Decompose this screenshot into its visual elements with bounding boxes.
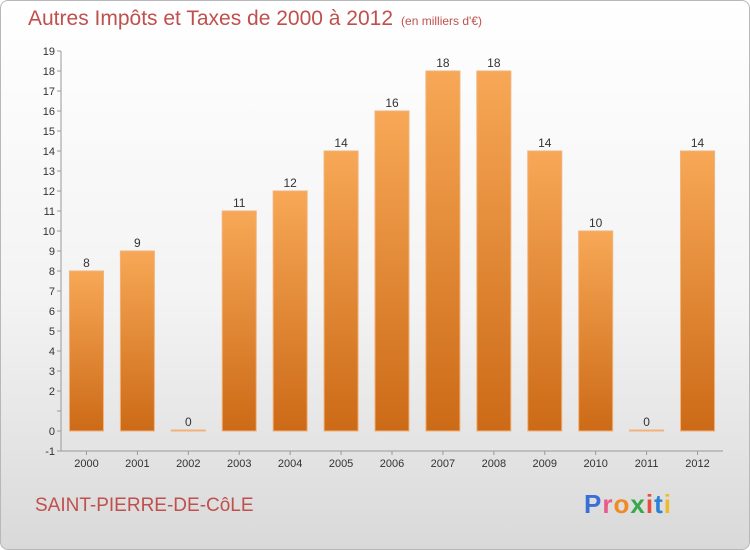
x-tick-label: 2004: [278, 458, 302, 470]
x-tick-label: 2005: [329, 458, 353, 470]
bar-2010: [578, 230, 614, 432]
y-tick-label: -1: [45, 446, 55, 458]
x-tick-label: 2006: [380, 458, 404, 470]
y-tick-label: 0: [49, 426, 55, 438]
x-tick-label: 2003: [227, 458, 251, 470]
y-tick-label: 16: [43, 106, 55, 118]
location-name: SAINT-PIERRE-DE-CôLE: [35, 495, 254, 516]
bar-value-label: 18: [487, 56, 501, 70]
y-tick-label: 7: [49, 286, 55, 298]
chart-title: Autres Impôts et Taxes de 2000 à 2012 (en…: [28, 7, 482, 31]
x-tick-label: 2008: [482, 458, 506, 470]
bar-2001: [119, 250, 155, 432]
bar-2008: [476, 70, 512, 432]
x-tick-label: 2002: [176, 458, 200, 470]
bar-value-label: 12: [283, 176, 297, 190]
y-tick-label: 12: [43, 186, 55, 198]
y-tick-label: 8: [49, 266, 55, 278]
bar-value-label: 9: [134, 236, 141, 250]
y-tick-label: 4: [49, 346, 55, 358]
bar-value-label: 14: [538, 136, 552, 150]
logo-letter: i: [663, 489, 672, 519]
bar-2012: [680, 150, 716, 432]
bar-value-label: 14: [691, 136, 705, 150]
bar-value-label: 0: [643, 415, 650, 429]
bar-2000: [68, 270, 104, 432]
bar-2004: [272, 190, 308, 432]
y-tick-label: 19: [43, 46, 55, 58]
y-tick-label: 6: [49, 306, 55, 318]
x-tick-label: 2010: [583, 458, 607, 470]
bar-2011: [629, 429, 665, 432]
logo-letter: x: [630, 489, 646, 519]
x-tick-label: 2000: [74, 458, 98, 470]
x-tick-label: 2009: [533, 458, 557, 470]
bar-value-label: 14: [334, 136, 348, 150]
y-tick-label: 15: [43, 126, 55, 138]
y-tick-label: 9: [49, 246, 55, 258]
y-tick-label: 5: [49, 326, 55, 338]
logo-letter: o: [613, 489, 631, 519]
y-tick-label: 17: [43, 86, 55, 98]
bar-2003: [221, 210, 257, 432]
bar-2005: [323, 150, 359, 432]
logo-letter: r: [602, 489, 614, 519]
bar-value-label: 0: [185, 415, 192, 429]
bar-2006: [374, 110, 410, 432]
chart-subtitle: (en milliers d'€): [401, 14, 483, 28]
y-tick-label: 18: [43, 66, 55, 78]
bar-value-label: 8: [83, 256, 90, 270]
y-tick-label: 10: [43, 226, 55, 238]
x-tick-label: 2007: [431, 458, 455, 470]
bar-2002: [170, 429, 206, 432]
logo-letter: t: [654, 489, 664, 519]
logo-letter: i: [645, 489, 655, 519]
y-tick-label: 3: [49, 366, 55, 378]
x-tick-label: 2012: [685, 458, 709, 470]
bar-value-label: 11: [233, 196, 246, 210]
bar-value-label: 16: [385, 96, 399, 110]
x-tick-label: 2001: [125, 458, 149, 470]
bar-2009: [527, 150, 563, 432]
chart-axes: -1 0 2 3 4 5 6 7 8 9 10 11 12 13 14 15 16 17 18 19 2000 2001 2…: [43, 46, 723, 470]
logo-letter: P: [584, 489, 603, 519]
y-tick-label: 14: [43, 146, 55, 158]
y-tick-label: 13: [43, 166, 55, 178]
bar-value-label: 18: [436, 56, 450, 70]
chart-bars: 8 9 0 11 12 14 16 18 18 14 10 0 14: [68, 56, 716, 432]
y-tick-label: 11: [44, 206, 55, 218]
bar-2007: [425, 70, 461, 432]
x-tick-label: 2011: [635, 458, 659, 470]
y-tick-label: 2: [49, 386, 55, 398]
proxiti-logo: Proxiti: [584, 489, 672, 520]
bar-value-label: 10: [589, 216, 603, 230]
chart-title-text: Autres Impôts et Taxes de 2000 à 2012: [28, 7, 394, 30]
